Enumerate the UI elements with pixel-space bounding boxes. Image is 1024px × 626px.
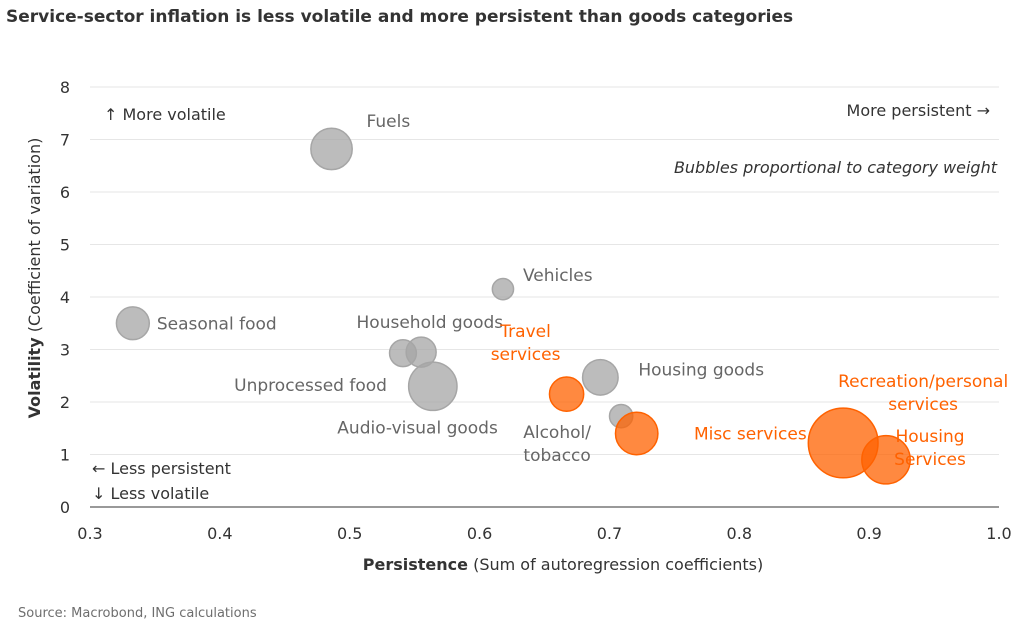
annotation-bubble-note: Bubbles proportional to category weight <box>674 158 998 177</box>
bubble-label: Household goods <box>357 313 504 333</box>
bubble-label: Housing Services <box>894 427 966 470</box>
bubble-labels: Fuels Seasonal food Vehicles Household good… <box>157 112 1008 470</box>
annotation-less-volatile: ↓ Less volatile <box>92 484 209 503</box>
x-tick-label: 0.5 <box>337 524 362 543</box>
annotation-more-persistent: More persistent → <box>847 101 990 120</box>
bubble-label: Misc services <box>694 425 807 445</box>
y-axis-title-rest: (Coefficient of variation) <box>25 138 44 338</box>
y-tick-label: 8 <box>60 78 70 97</box>
x-tick-label: 0.9 <box>856 524 881 543</box>
x-tick-label: 0.3 <box>77 524 102 543</box>
bubble-vehicles <box>491 277 515 301</box>
bubble-label: Vehicles <box>523 266 593 286</box>
y-tick-label: 3 <box>60 341 70 360</box>
source-note: Source: Macrobond, ING calculations <box>18 606 257 621</box>
x-tick-label: 0.8 <box>727 524 752 543</box>
y-tick-label: 1 <box>60 446 70 465</box>
bubble-travel-services <box>548 376 585 412</box>
y-tick-label: 5 <box>60 236 70 255</box>
bubble-label: Fuels <box>367 112 411 132</box>
bubble-label: Seasonal food <box>157 314 277 334</box>
bubble-label: Alcohol/tobacco <box>523 423 591 466</box>
bubble-housing-services <box>861 434 911 485</box>
y-tick-label: 6 <box>60 183 70 202</box>
y-axis-title-bold: Volatility <box>25 337 44 419</box>
x-axis-title-rest: (Sum of autoregression coefficients) <box>468 555 763 574</box>
y-tick-label: 4 <box>60 288 70 307</box>
x-tick-label: 0.7 <box>597 524 622 543</box>
x-tick-label: 0.4 <box>207 524 232 543</box>
bubble-unprocessed-food <box>388 339 418 368</box>
x-tick-label: 0.6 <box>467 524 492 543</box>
y-axis-title: Volatility (Coefficient of variation) <box>25 138 44 419</box>
gridlines <box>90 86 999 455</box>
bubble-audio-visual-goods <box>407 361 458 412</box>
x-axis-title: Persistence (Sum of autoregression coeff… <box>363 555 763 574</box>
annotation-less-persistent: ← Less persistent <box>92 459 231 478</box>
chart-title: Service-sector inflation is less volatil… <box>6 7 794 27</box>
bubble-fuels <box>310 127 353 171</box>
bubble-label: Travel services <box>491 322 561 365</box>
bubble-label: Recreation/personal services <box>838 372 1008 415</box>
bubble-housing-goods <box>581 358 619 396</box>
x-tick-label: 1.0 <box>986 524 1011 543</box>
bubble-misc-services <box>614 411 659 456</box>
bubble-seasonal-food <box>115 306 151 341</box>
y-tick-label: 7 <box>60 131 70 150</box>
y-tick-label: 2 <box>60 393 70 412</box>
y-tick-label: 0 <box>60 498 70 517</box>
bubble-label: Housing goods <box>638 360 764 380</box>
bubble-label: Unprocessed food <box>234 376 387 396</box>
x-axis-title-bold: Persistence <box>363 555 468 574</box>
bubbles <box>115 127 911 485</box>
bubble-label: Audio-visual goods <box>337 418 498 438</box>
annotation-more-volatile: ↑ More volatile <box>104 105 226 124</box>
y-tick-labels: 0 1 2 3 4 5 6 7 8 <box>60 78 70 517</box>
x-tick-labels: 0.3 0.4 0.5 0.6 0.7 0.8 0.9 1.0 <box>77 524 1011 543</box>
